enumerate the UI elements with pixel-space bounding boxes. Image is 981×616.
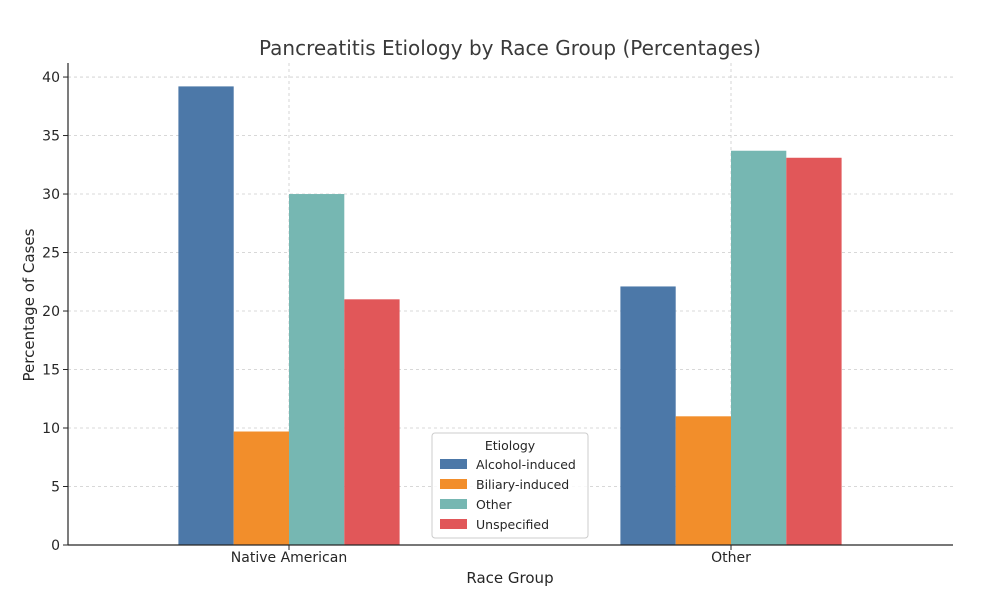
legend-swatch [440, 519, 467, 529]
y-tick-label: 25 [42, 246, 60, 262]
bar-other-native-american [289, 194, 345, 546]
chart-title: Pancreatitis Etiology by Race Group (Per… [259, 36, 761, 60]
legend-label: Alcohol-induced [476, 457, 576, 472]
bar-unspecified-native-american [344, 299, 400, 545]
legend-box [431, 432, 589, 539]
bar-biliary-induced-native-american [233, 431, 289, 545]
bar-alcohol-induced-native-american [178, 86, 234, 545]
y-tick-label: 20 [42, 304, 60, 320]
bar-biliary-induced-other [675, 416, 731, 545]
y-tick-label: 40 [42, 70, 60, 86]
bars [178, 86, 842, 546]
y-tick-label: 35 [42, 129, 60, 145]
legend-swatch [440, 459, 467, 469]
y-tick-label: 5 [51, 480, 60, 496]
x-axis-title: Race Group [466, 569, 553, 587]
legend-label: Unspecified [476, 517, 549, 532]
legend: Etiology Alcohol-induced Biliary-induced O… [431, 432, 589, 539]
legend-items: Alcohol-induced Biliary-induced Other Unspe… [440, 457, 576, 532]
legend-swatch [440, 499, 467, 509]
legend-title: Etiology [485, 438, 536, 453]
axes [63, 63, 953, 550]
y-tick-label: 30 [42, 187, 60, 203]
x-tick-label: Native American [231, 550, 347, 566]
y-tick-label: 0 [51, 538, 60, 554]
bar-other-other [731, 150, 787, 545]
bar-unspecified-other [786, 157, 842, 545]
y-tick-label: 15 [42, 363, 60, 379]
legend-label: Other [476, 497, 512, 512]
x-tick-label: Other [711, 550, 751, 566]
legend-label: Biliary-induced [476, 477, 569, 492]
y-tick-label: 10 [42, 421, 60, 437]
y-axis-title: Percentage of Cases [20, 228, 38, 381]
legend-swatch [440, 479, 467, 489]
tick-labels: 0 5 10 15 20 25 30 35 40 Native American Other [42, 70, 751, 566]
bar-alcohol-induced-other [620, 286, 676, 545]
